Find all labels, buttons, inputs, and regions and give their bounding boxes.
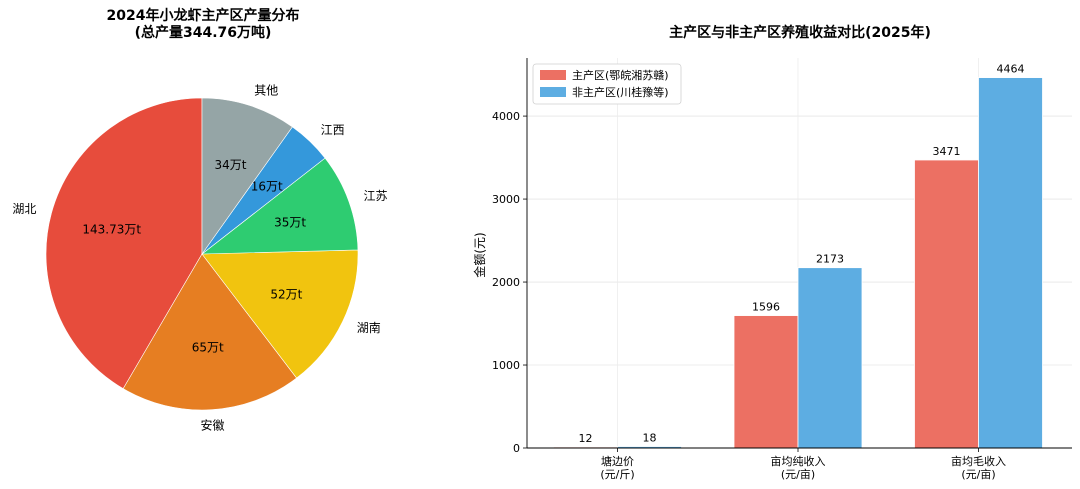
pie-category-label-1: 安徽 bbox=[200, 417, 224, 432]
pie-category-label-5: 其他 bbox=[254, 84, 278, 98]
pie-value-label-1: 65万t bbox=[192, 340, 224, 354]
y-tick-label-0: 0 bbox=[513, 442, 520, 455]
y-axis-label: 金额(元) bbox=[472, 232, 487, 277]
legend-label-1: 非主产区(川桂豫等) bbox=[572, 85, 669, 99]
x-tick-unit-2: (元/亩) bbox=[961, 467, 995, 481]
x-tick-unit-0: (元/斤) bbox=[600, 468, 634, 481]
pie-category-label-2: 湖南 bbox=[357, 320, 381, 335]
pie-slice-1 bbox=[122, 253, 298, 411]
pie-category-label-3: 江苏 bbox=[364, 189, 388, 203]
pie-chart: 143.73万t 湖北 65万t 安徽 52万t 湖南 35万t 江苏 16万t 江西 34万t 其他 bbox=[12, 84, 387, 433]
pie-value-label-2: 52万t bbox=[270, 287, 302, 301]
pie-title-line1: 2024年小龙虾主产区产量分布 bbox=[107, 7, 300, 24]
legend-box bbox=[532, 63, 682, 105]
bar-value-label-s0-c2: 3471 bbox=[933, 145, 961, 158]
pie-value-label-3: 35万t bbox=[274, 215, 306, 229]
y-tick-label-4: 4000 bbox=[492, 110, 520, 123]
bar-value-label-s1-c0: 18 bbox=[643, 432, 657, 445]
pie-slice-2 bbox=[201, 249, 359, 379]
y-tick-label-3: 3000 bbox=[492, 193, 520, 206]
x-tick-label-1: 亩均纯收入 bbox=[771, 454, 826, 468]
legend-swatch-0 bbox=[540, 70, 566, 80]
x-tick-label-0: 塘边价 bbox=[601, 454, 634, 468]
bar-s1-c2 bbox=[978, 77, 1043, 449]
bar-s0-c1 bbox=[733, 315, 799, 449]
bar-s0-c2 bbox=[914, 159, 979, 449]
bar-value-label-s1-c1: 2173 bbox=[816, 253, 844, 266]
legend-swatch-1 bbox=[540, 87, 566, 97]
x-tick-unit-1: (元/亩) bbox=[781, 467, 815, 481]
pie-value-label-5: 34万t bbox=[215, 158, 247, 172]
pie-slice-0 bbox=[45, 97, 203, 390]
legend-label-0: 主产区(鄂皖湘苏赣) bbox=[572, 68, 669, 82]
x-tick-label-2: 亩均毛收入 bbox=[951, 454, 1006, 468]
pie-title-line2: (总产量344.76万吨) bbox=[135, 24, 272, 41]
bar-value-label-s0-c0: 12 bbox=[579, 432, 593, 445]
bar-value-label-s1-c2: 4464 bbox=[997, 63, 1025, 76]
y-tick-label-2: 2000 bbox=[492, 276, 520, 289]
pie-value-label-4: 16万t bbox=[251, 179, 283, 193]
pie-category-label-4: 江西 bbox=[321, 123, 345, 137]
pie-slice-5 bbox=[201, 97, 293, 255]
bar-value-label-s0-c1: 1596 bbox=[752, 301, 780, 314]
bar-title: 主产区与非主产区养殖收益对比(2025年) bbox=[669, 24, 931, 41]
pie-category-label-0: 湖北 bbox=[12, 201, 36, 216]
pie-value-label-0: 143.73万t bbox=[82, 223, 141, 237]
legend: 主产区(鄂皖湘苏赣) 非主产区(川桂豫等) bbox=[532, 63, 682, 105]
bar-s1-c1 bbox=[797, 267, 863, 449]
bar-chart: 0 1000 2000 3000 4000 12 1596 3471 18 2173 4464 塘边价… bbox=[492, 58, 1072, 481]
y-tick-label-1: 1000 bbox=[492, 359, 520, 372]
pie-slice-3 bbox=[201, 157, 359, 255]
